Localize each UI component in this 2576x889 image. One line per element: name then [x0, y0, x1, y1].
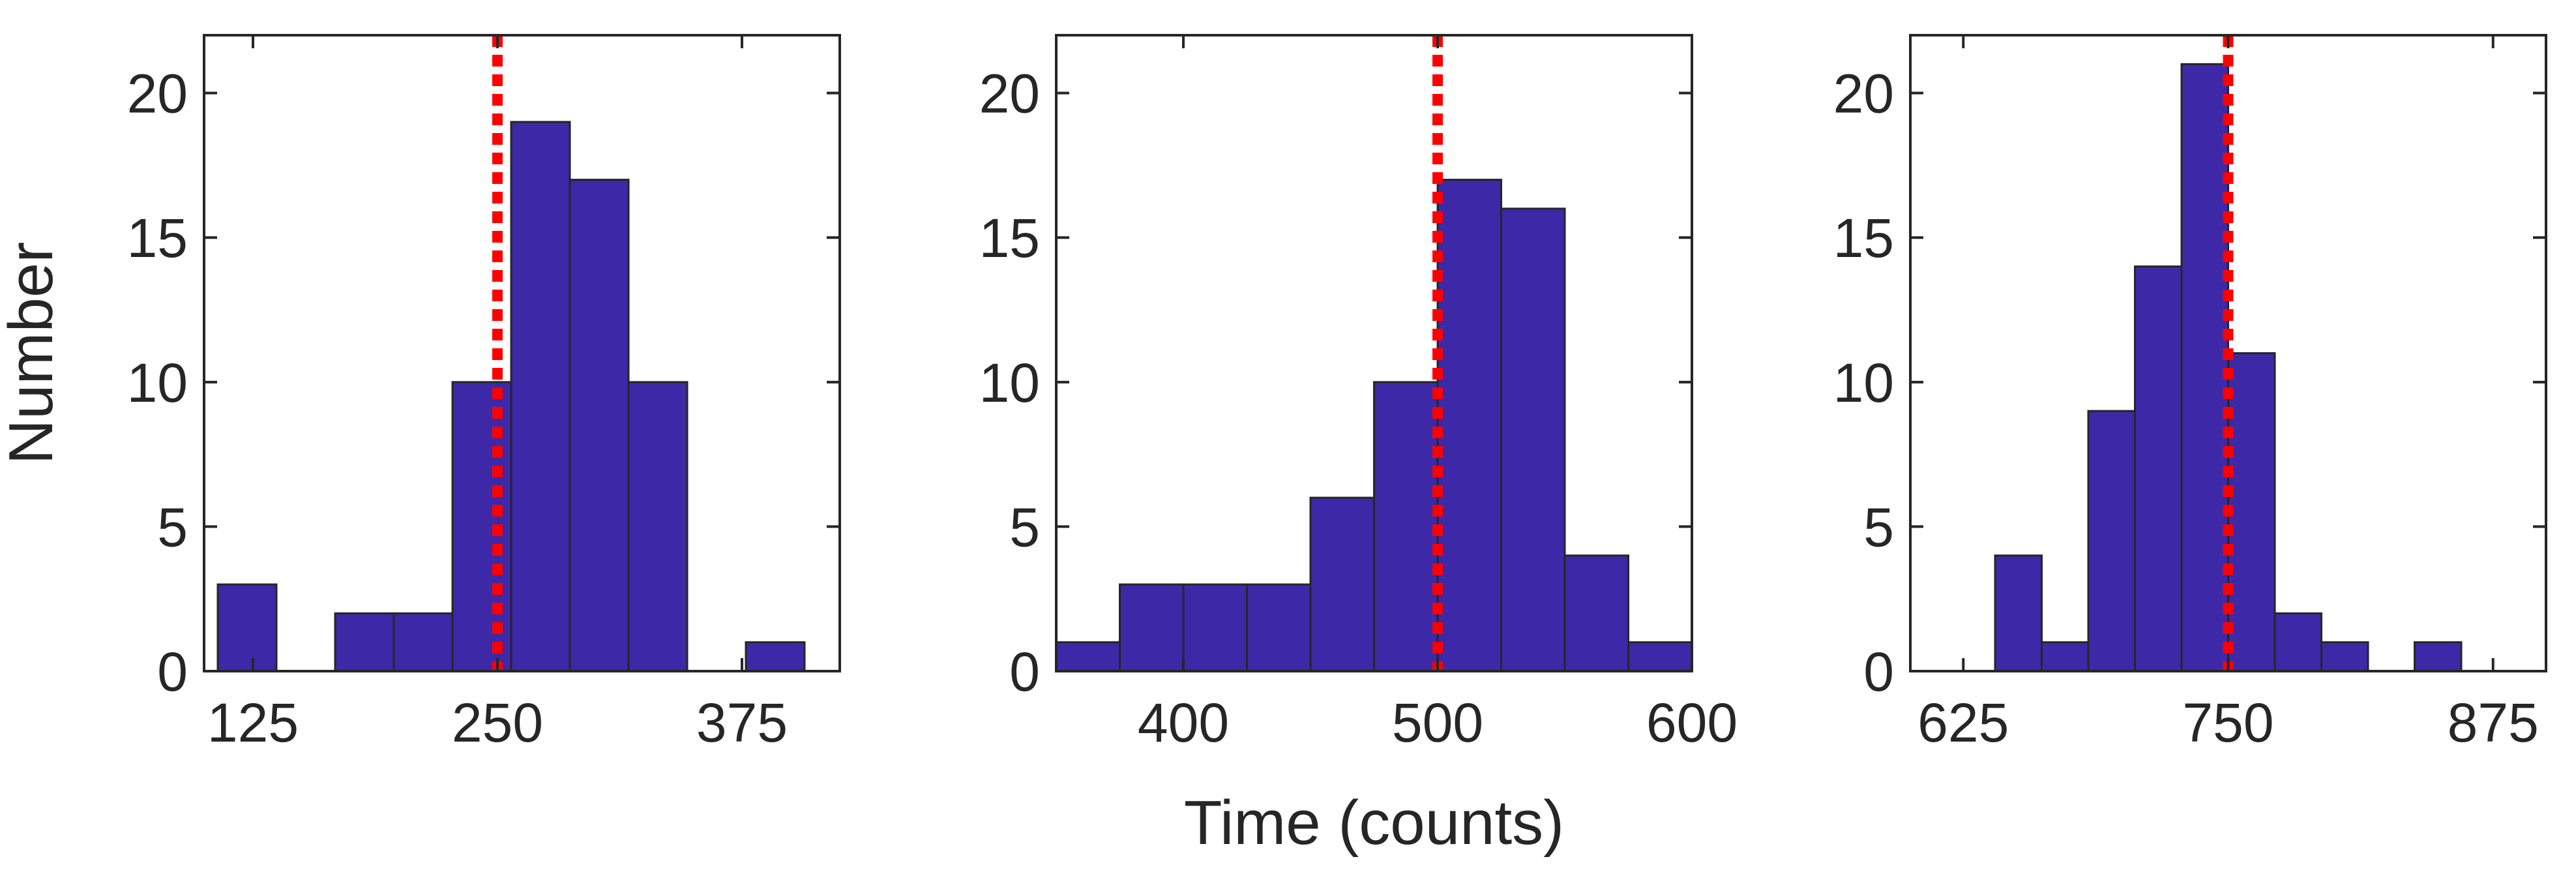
histogram-bar-middle-5	[1373, 381, 1439, 672]
histogram-bar-middle-1	[1119, 583, 1185, 672]
histogram-bar-right-3	[2134, 265, 2183, 672]
histogram-bar-middle-3	[1246, 583, 1312, 672]
y-tick-label-middle-10: 10	[979, 352, 1040, 414]
y-tick-label-right-0: 0	[1863, 641, 1894, 702]
x-tick-label-right-625: 625	[1917, 692, 2009, 753]
x-tick-label-middle-600: 600	[1646, 692, 1738, 753]
y-tick-label-right-15: 15	[1833, 207, 1894, 269]
y-tick-label-left-0: 0	[157, 641, 188, 702]
histogram-bar-middle-2	[1182, 583, 1248, 672]
x-tick-label-left-375: 375	[696, 692, 788, 753]
y-tick-label-right-5: 5	[1863, 496, 1894, 558]
histogram-bar-right-9	[2414, 641, 2463, 672]
histogram-bar-middle-9	[1627, 641, 1693, 672]
x-tick-label-middle-400: 400	[1138, 692, 1229, 753]
y-axis-title: Number	[0, 242, 66, 464]
x-tick-label-middle-500: 500	[1392, 692, 1483, 753]
panel-middle: 0 5 10 15 20 400 500 600 Time (counts)	[979, 34, 1738, 858]
histogram-bar-middle-0	[1055, 641, 1121, 672]
histogram-bar-right-7	[2320, 641, 2369, 672]
x-tick-label-right-750: 750	[2182, 692, 2273, 753]
histogram-bar-middle-7	[1500, 207, 1566, 672]
panel-right: 0 5 10 15 20 625 750 875	[1833, 34, 2547, 753]
histogram-bar-left-2	[334, 612, 395, 672]
axes-frame-middle	[1055, 34, 1693, 672]
histogram-bar-left-5	[510, 121, 571, 672]
y-tick-label-right-20: 20	[1833, 63, 1894, 125]
histogram-bar-right-4	[2180, 63, 2229, 672]
y-tick-label-middle-15: 15	[979, 207, 1040, 269]
x-axis-title: Time (counts)	[1184, 788, 1564, 858]
y-tick-label-middle-20: 20	[979, 63, 1040, 125]
histogram-bar-middle-8	[1563, 554, 1629, 672]
y-tick-label-left-10: 10	[127, 352, 188, 414]
y-tick-label-left-5: 5	[157, 496, 188, 558]
histogram-bar-right-2	[2087, 410, 2136, 672]
histogram-bar-left-9	[745, 641, 806, 672]
x-tick-label-left-125: 125	[207, 692, 299, 753]
axes-frame-left	[203, 34, 841, 672]
y-tick-label-middle-5: 5	[1009, 496, 1040, 558]
y-tick-label-left-20: 20	[127, 63, 188, 125]
panel-left: 0 5 10 15 20 125 250 375 Number	[0, 34, 841, 753]
histogram-bar-left-0	[216, 583, 278, 672]
histogram-bar-right-5	[2227, 352, 2276, 672]
histogram-bar-left-7	[627, 381, 688, 672]
x-tick-label-left-250: 250	[452, 692, 543, 753]
histogram-bar-left-3	[392, 612, 454, 672]
histogram-bar-middle-6	[1436, 179, 1502, 672]
y-tick-label-left-15: 15	[127, 207, 188, 269]
histogram-bar-right-1	[2041, 641, 2090, 672]
y-tick-label-right-10: 10	[1833, 352, 1894, 414]
histogram-bar-left-6	[569, 179, 630, 672]
panels-group: 0 5 10 15 20 125 250 375 Number 0 5 10 15 20 400 500 600…	[0, 34, 2547, 858]
histogram-bar-right-6	[2273, 612, 2322, 672]
histogram-bar-middle-4	[1309, 496, 1375, 672]
histogram-bar-right-0	[1994, 554, 2043, 672]
y-tick-label-middle-0: 0	[1009, 641, 1040, 702]
x-tick-label-right-875: 875	[2448, 692, 2539, 753]
